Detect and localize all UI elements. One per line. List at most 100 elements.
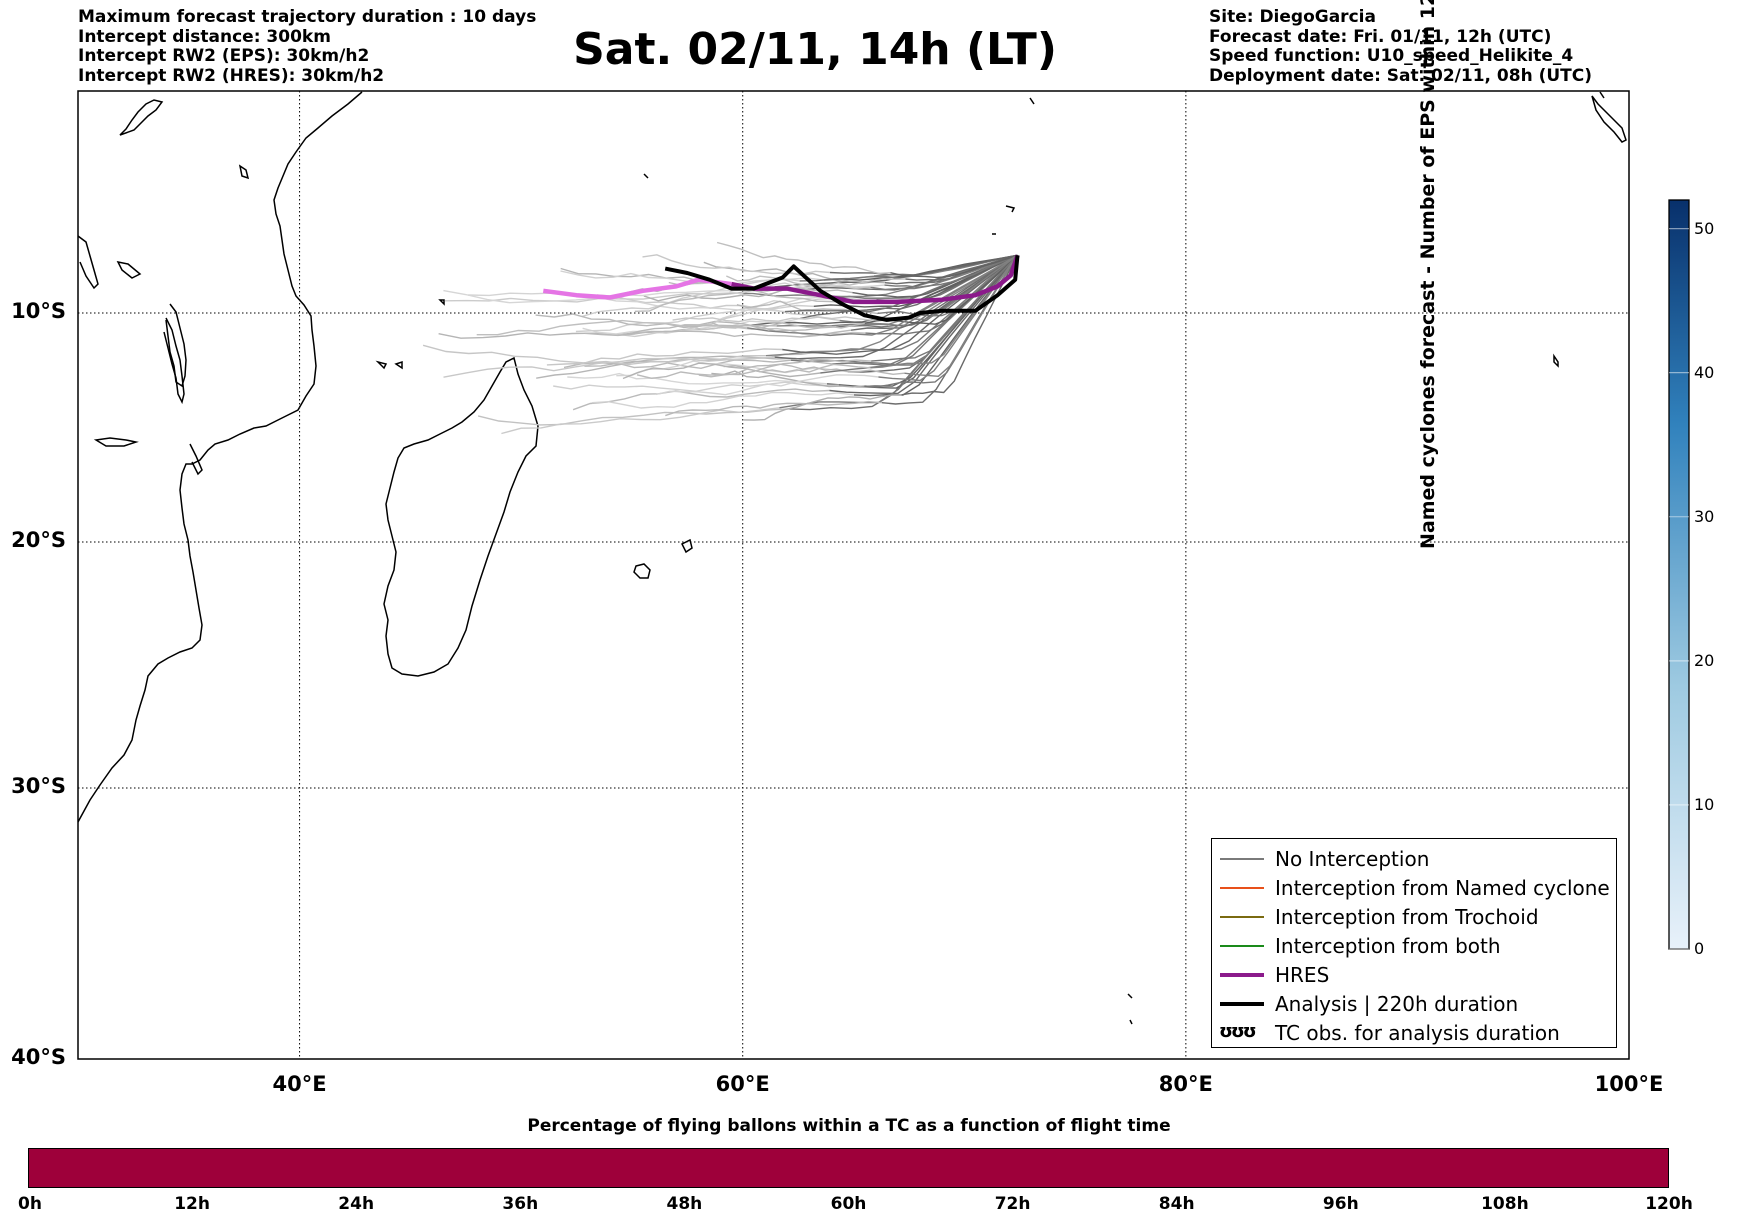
- bottom-bar-title: Percentage of flying ballons within a TC…: [527, 1116, 1171, 1136]
- intercept-hres-text: Intercept RW2 (HRES): 30km/h2: [78, 65, 385, 86]
- legend-label: HRES: [1275, 963, 1330, 987]
- legend-label: Interception from Named cyclone: [1275, 876, 1610, 900]
- flight-time-tick-label: 48h: [666, 1194, 703, 1214]
- ensemble-member-far: [592, 391, 854, 409]
- ensemble-member-far: [575, 304, 814, 333]
- main-trajectories: [543, 254, 1020, 322]
- hres-trajectory-near: [731, 254, 1020, 305]
- page-title: Sat. 02/11, 14h (LT): [573, 24, 1057, 75]
- ensemble-member-far: [572, 388, 830, 411]
- ensemble-member-near: [817, 254, 1018, 353]
- flight-time-tick-label: 0h: [18, 1194, 42, 1214]
- deployment-date-text: Deployment date: Sat. 02/11, 08h (UTC): [1209, 65, 1593, 86]
- max-duration-text: Maximum forecast trajectory duration : 1…: [78, 7, 537, 27]
- flight-time-bar: [28, 1148, 1669, 1188]
- ensemble-member-far: [467, 292, 786, 313]
- header-right-info: Site: DiegoGarcia Forecast date: Fri. 01…: [1209, 7, 1593, 86]
- ensemble-member-near: [746, 254, 1018, 337]
- ensemble-member-far: [711, 370, 865, 388]
- flight-time-tick-label: 36h: [502, 1194, 539, 1214]
- lon-label: 100°E: [1594, 1072, 1664, 1096]
- ensemble-member-far: [535, 313, 777, 329]
- header-left-info: Maximum forecast trajectory duration : 1…: [78, 7, 537, 86]
- ensemble-member-far: [443, 356, 775, 378]
- legend-item: No Interception: [1212, 845, 1616, 874]
- colorbar-tick-label: 10: [1694, 794, 1715, 814]
- ensemble-member-near: [884, 254, 1018, 289]
- cyclone-colorbar: [1668, 199, 1690, 950]
- legend-label: Analysis | 220h duration: [1275, 992, 1519, 1016]
- lat-label: 10°S: [11, 299, 66, 323]
- ensemble-member-near: [871, 254, 1019, 362]
- ensemble-member-far: [616, 360, 848, 377]
- colorbar-ticks: [1669, 228, 1689, 950]
- ensemble-member-far: [582, 317, 801, 335]
- flight-time-tick-label: 60h: [830, 1194, 867, 1214]
- legend-line-swatch: [1220, 916, 1264, 918]
- ensemble-member-far: [665, 400, 883, 417]
- hres-trajectory-far: [543, 277, 732, 300]
- legend-item: HRES: [1212, 961, 1616, 990]
- intercept-distance-text: Intercept distance: 300km: [78, 26, 331, 47]
- site-text: Site: DiegoGarcia: [1209, 7, 1376, 27]
- ensemble-member-far: [619, 297, 834, 338]
- ensemble-member-near: [877, 254, 1018, 317]
- flight-time-tick-label: 72h: [994, 1194, 1031, 1214]
- legend-label: No Interception: [1275, 847, 1430, 871]
- ensemble-member-far: [624, 320, 837, 336]
- ensemble-member-far: [584, 329, 852, 338]
- lon-label: 80°E: [1158, 1072, 1213, 1096]
- legend-line-swatch: [1220, 973, 1264, 977]
- flight-time-tick-label: 108h: [1481, 1194, 1529, 1214]
- map-gridlines: [78, 91, 1629, 1059]
- tc-symbol-icon: ʊʊʊ: [1219, 1021, 1257, 1042]
- ensemble-member-far: [716, 241, 891, 275]
- madagascar-coastline: [383, 356, 539, 677]
- legend-label: Interception from both: [1275, 934, 1501, 958]
- speed-function-text: Speed function: U10_speed_Helikite_4: [1209, 46, 1574, 66]
- lon-label: 60°E: [715, 1072, 770, 1096]
- legend-line-swatch: [1220, 945, 1264, 947]
- legend-line-swatch: [1220, 858, 1264, 860]
- legend-item: Interception from Trochoid: [1212, 903, 1616, 932]
- ensemble-member-far: [688, 324, 866, 337]
- coastlines: [78, 91, 1627, 1025]
- flight-time-tick-label: 84h: [1158, 1194, 1195, 1214]
- lat-label: 20°S: [11, 528, 66, 552]
- ensemble-member-far: [655, 374, 879, 396]
- ensemble-member-far: [501, 407, 780, 435]
- ensemble-member-far: [422, 344, 767, 366]
- legend: No Interception Interception from Named c…: [1211, 838, 1617, 1048]
- flight-time-tick-label: 120h: [1645, 1194, 1693, 1214]
- ensemble-member-far: [546, 348, 783, 366]
- legend-item: Interception from both: [1212, 932, 1616, 961]
- ensemble-member-far: [723, 363, 905, 376]
- legend-label: TC obs. for analysis duration: [1275, 1021, 1560, 1045]
- ensemble-member-far: [476, 319, 748, 336]
- map-frame: [77, 90, 1630, 1060]
- flight-time-tick-label: 12h: [174, 1194, 210, 1214]
- ensemble-member-near: [782, 254, 1018, 355]
- flight-time-tick-label: 96h: [1322, 1194, 1359, 1214]
- ensemble-member-far: [581, 278, 800, 318]
- legend-line-swatch: [1220, 1002, 1264, 1006]
- legend-item: Interception from Named cyclone: [1212, 874, 1616, 903]
- ensemble-member-far: [584, 351, 818, 370]
- ensemble-member-near: [870, 254, 1018, 291]
- lat-label: 30°S: [11, 774, 66, 798]
- colorbar-tick-label: 30: [1694, 506, 1715, 526]
- legend-line-swatch: [1220, 887, 1264, 889]
- legend-item: ʊʊʊ TC obs. for analysis duration: [1212, 1019, 1616, 1048]
- ensemble-member-far: [438, 324, 751, 339]
- colorbar-tick-label: 20: [1694, 650, 1715, 670]
- africa-coastline: [78, 91, 363, 823]
- colorbar-tick-label: 40: [1694, 362, 1715, 382]
- intercept-eps-text: Intercept RW2 (EPS): 30km/h2: [78, 46, 370, 66]
- ensemble-member-far: [567, 372, 828, 385]
- lat-label: 40°S: [11, 1045, 66, 1069]
- lon-label: 40°E: [272, 1072, 327, 1096]
- colorbar-tick-label: 50: [1694, 218, 1715, 238]
- ensemble-member-far: [622, 362, 821, 380]
- legend-item: Analysis | 220h duration: [1212, 990, 1616, 1019]
